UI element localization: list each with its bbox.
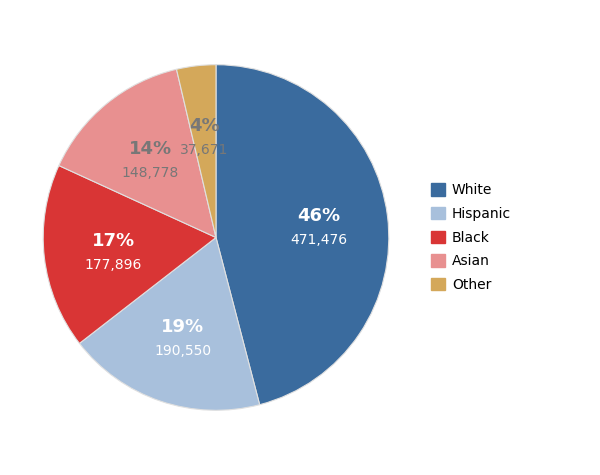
Text: 37,671: 37,671: [180, 143, 228, 157]
Wedge shape: [43, 166, 216, 343]
Text: 471,476: 471,476: [290, 233, 347, 247]
Wedge shape: [79, 238, 260, 410]
Text: 14%: 14%: [129, 140, 172, 158]
Legend: White, Hispanic, Black, Asian, Other: White, Hispanic, Black, Asian, Other: [427, 179, 515, 296]
Text: 148,778: 148,778: [122, 166, 179, 180]
Wedge shape: [59, 69, 216, 237]
Text: 177,896: 177,896: [85, 258, 142, 272]
Wedge shape: [216, 65, 389, 405]
Text: 46%: 46%: [297, 207, 340, 225]
Text: 190,550: 190,550: [154, 344, 211, 358]
Wedge shape: [176, 65, 216, 238]
Text: 17%: 17%: [91, 232, 134, 250]
Text: 4%: 4%: [189, 117, 220, 135]
Text: 19%: 19%: [161, 318, 204, 336]
